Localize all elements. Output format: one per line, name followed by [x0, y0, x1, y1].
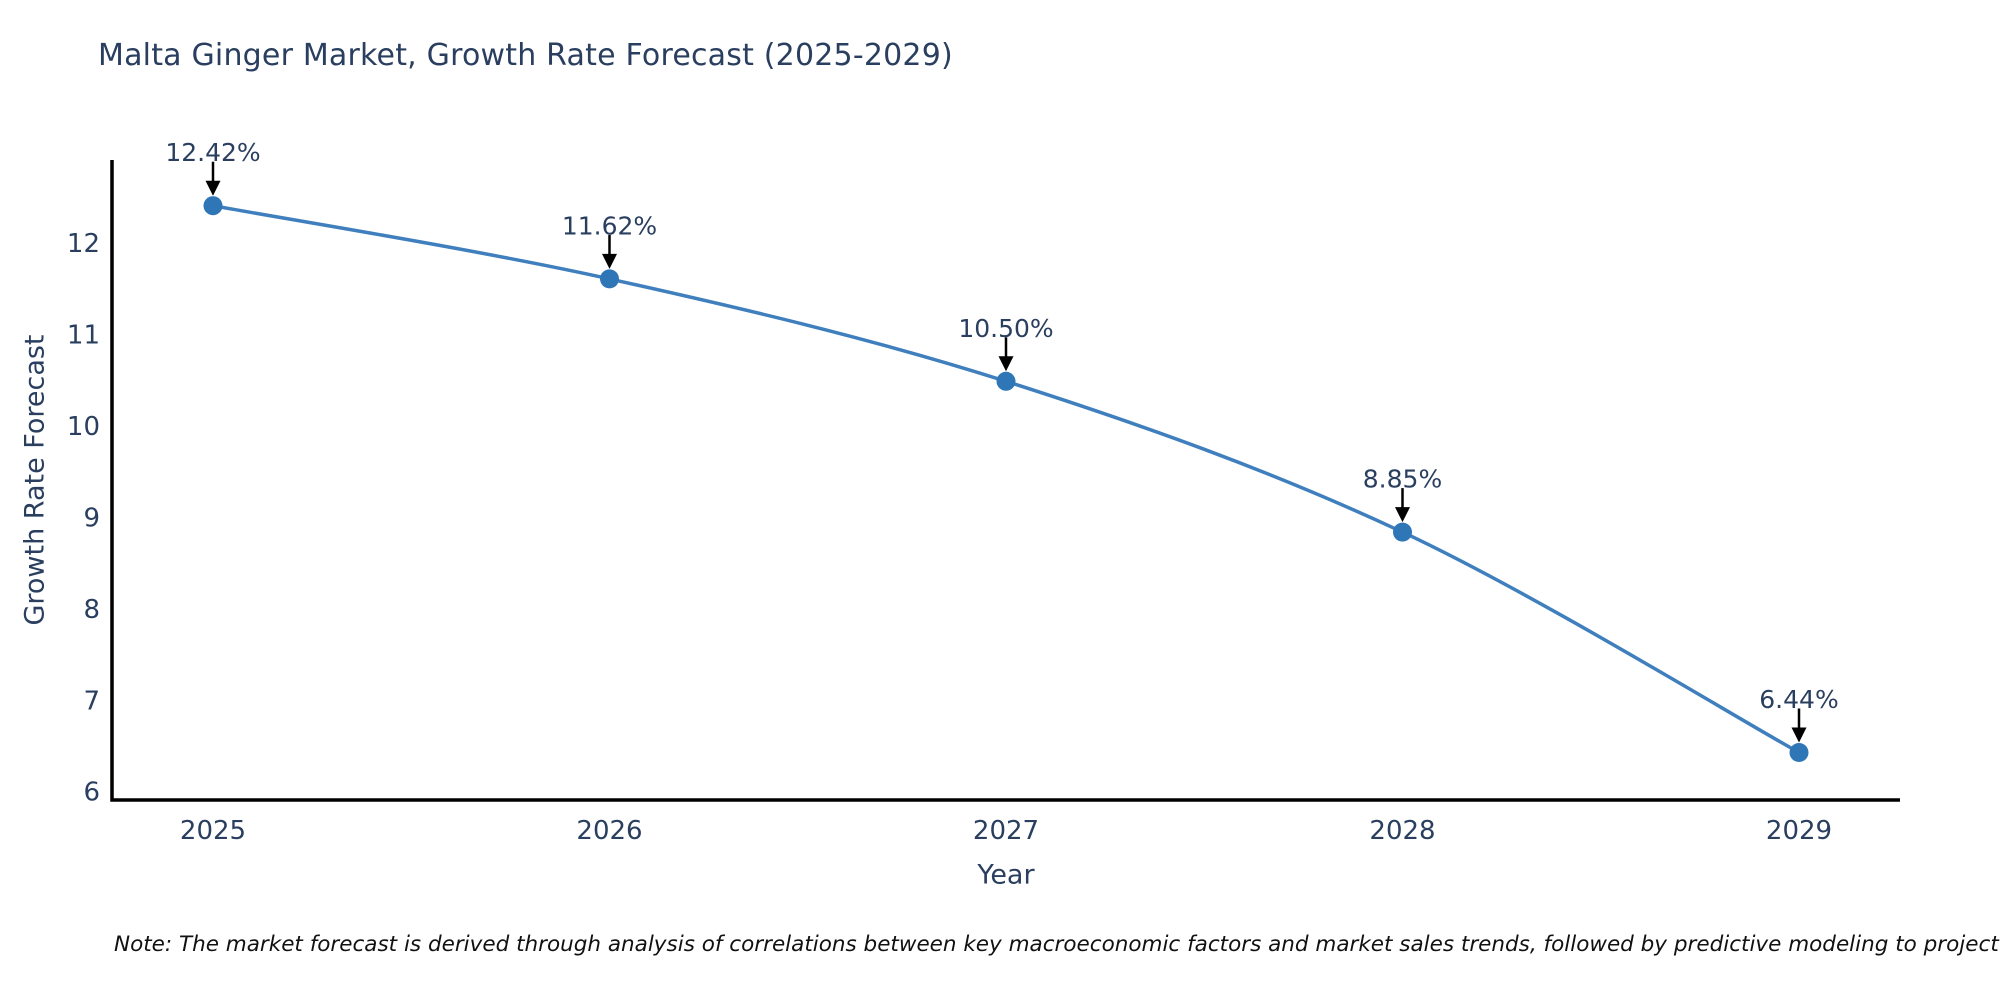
y-tick-label: 6 [83, 778, 100, 808]
x-tick-label: 2025 [180, 816, 246, 846]
x-axis-title: Year [977, 859, 1035, 891]
annotation-arrowhead [1791, 727, 1807, 743]
forecast-line [211, 203, 1801, 755]
annotation-arrowhead [205, 180, 221, 196]
y-tick-label: 7 [83, 686, 100, 716]
y-tick-label: 12 [67, 229, 100, 259]
y-tick-label: 9 [83, 503, 100, 533]
annotation-arrowhead [1395, 507, 1410, 523]
axis-lines [110, 160, 1900, 802]
x-tick-label: 2029 [1766, 816, 1832, 846]
y-tick-label: 11 [67, 321, 100, 351]
x-tick-label: 2028 [1369, 816, 1435, 846]
x-tick-label: 2026 [576, 816, 642, 846]
data-point-marker [1393, 522, 1412, 542]
y-tick-label: 10 [67, 412, 100, 442]
x-tick-label: 2027 [973, 816, 1039, 846]
data-point-marker [600, 269, 619, 289]
data-point-marker [996, 371, 1016, 391]
y-tick-label: 8 [83, 595, 100, 625]
annotation-arrowhead [998, 356, 1014, 372]
annotation-arrowhead [602, 253, 617, 269]
data-point-marker [1789, 743, 1809, 762]
footnote: Note: The market forecast is derived thr… [114, 932, 2000, 957]
chart-title: Malta Ginger Market, Growth Rate Forecas… [98, 38, 953, 73]
data-point-marker [203, 196, 223, 216]
